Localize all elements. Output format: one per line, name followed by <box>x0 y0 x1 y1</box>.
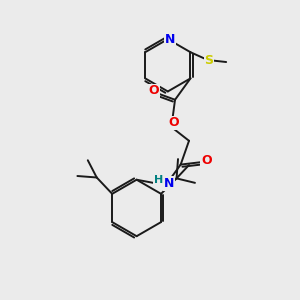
Text: N: N <box>164 177 174 190</box>
Text: H: H <box>154 175 163 185</box>
Text: N: N <box>165 33 175 46</box>
Text: O: O <box>168 116 178 130</box>
Text: S: S <box>204 54 213 67</box>
Text: O: O <box>148 84 159 98</box>
Text: O: O <box>201 154 211 167</box>
